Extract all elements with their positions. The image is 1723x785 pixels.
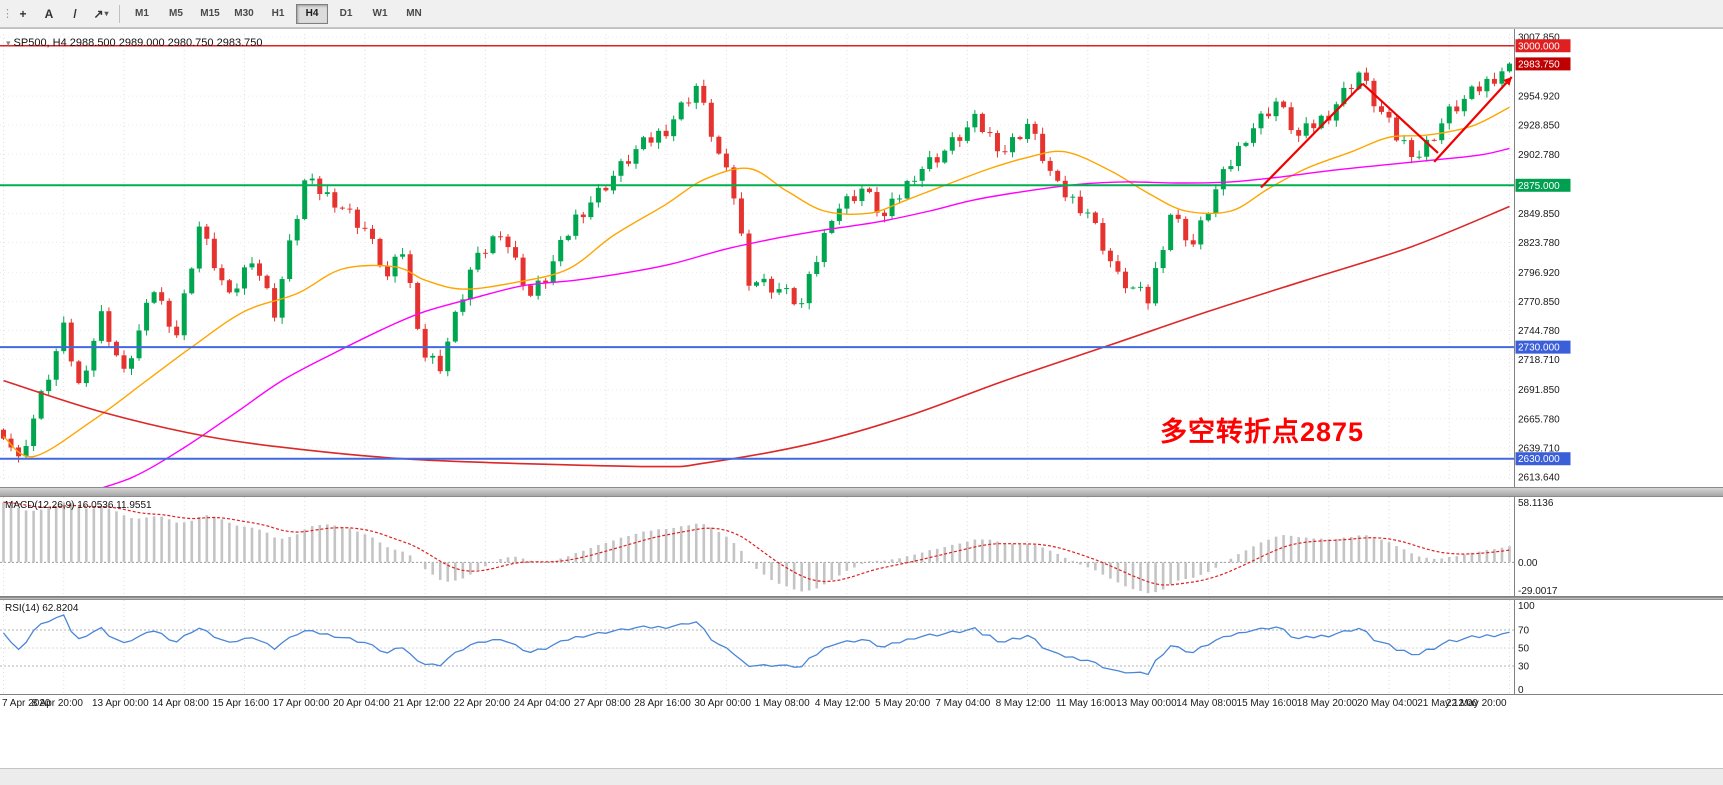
macd-panel-canvas[interactable]: 58.1136 0.00 -29.0017 — [0, 497, 1723, 597]
x-axis-label: 22 May 20:00 — [1446, 698, 1507, 709]
x-axis-label: 21 May 12:00 — [1417, 698, 1478, 709]
svg-text:2875.000: 2875.000 — [1518, 181, 1560, 192]
status-bar — [0, 768, 1723, 785]
x-axis-label: 15 May 16:00 — [1236, 698, 1298, 709]
svg-text:100: 100 — [1518, 601, 1535, 612]
ma-slow-line — [3, 205, 1510, 468]
svg-text:2954.920: 2954.920 — [1518, 92, 1560, 103]
x-axis-label: 20 Apr 04:00 — [332, 698, 390, 709]
x-axis-label: 11 May 16:00 — [1055, 698, 1116, 709]
rsi-panel-canvas[interactable]: 100 70 50 30 0 — [0, 600, 1723, 695]
timeframe-button-m15[interactable]: M15 — [200, 8, 220, 19]
x-axis-label: 18 May 20:00 — [1296, 698, 1358, 709]
timeframe-button-h4[interactable]: H4 — [296, 3, 328, 24]
x-axis-label: 21 Apr 12:00 — [393, 698, 450, 709]
x-axis-label: 27 Apr 08:00 — [573, 698, 631, 709]
x-axis-label: 8 May 12:00 — [995, 698, 1051, 709]
svg-text:2665.780: 2665.780 — [1518, 414, 1560, 425]
toolbar-drag-handle[interactable]: ⋮ — [2, 7, 13, 20]
timeframe-button-mn[interactable]: MN — [406, 8, 422, 19]
timeframe-button-w1[interactable]: W1 — [372, 8, 388, 19]
x-axis-label: 15 Apr 16:00 — [212, 698, 270, 709]
timeframe-button-m30[interactable]: M30 — [234, 8, 254, 19]
svg-text:2691.850: 2691.850 — [1518, 385, 1560, 396]
trendline[interactable] — [1260, 82, 1364, 189]
crosshair-tool-button[interactable]: + — [19, 6, 27, 21]
x-axis-label: 5 May 20:00 — [875, 698, 931, 709]
x-axis-label: 24 Apr 04:00 — [513, 698, 571, 709]
svg-text:30: 30 — [1518, 662, 1530, 673]
svg-text:2849.850: 2849.850 — [1518, 209, 1560, 220]
candles-layer — [1, 62, 1512, 463]
x-axis-label: 13 May 00:00 — [1116, 698, 1177, 709]
svg-text:2928.850: 2928.850 — [1518, 121, 1560, 132]
x-axis-label: 22 Apr 20:00 — [453, 698, 511, 709]
svg-text:2744.780: 2744.780 — [1518, 326, 1560, 337]
timeframe-button-m5[interactable]: M5 — [169, 8, 183, 19]
svg-text:2639.710: 2639.710 — [1518, 443, 1560, 454]
x-axis-label: 1 May 08:00 — [754, 698, 810, 709]
x-axis-label: 8 Apr 20:00 — [31, 698, 83, 709]
timeframe-button-m1[interactable]: M1 — [135, 8, 149, 19]
panel-splitter-rsi[interactable] — [0, 597, 1723, 600]
x-axis-label: 30 Apr 00:00 — [694, 698, 752, 709]
svg-text:2730.000: 2730.000 — [1518, 343, 1560, 354]
toolbar-separator — [119, 4, 120, 23]
svg-text:2796.920: 2796.920 — [1518, 268, 1560, 279]
macd-signal-line — [3, 501, 1510, 586]
chart-area: 3007.850 3000.000 2983.750 2954.920 2928.850… — [0, 28, 1723, 785]
x-axis-label: 4 May 12:00 — [814, 698, 870, 709]
arrow-tools-button[interactable]: ↗ ▾ — [89, 3, 113, 25]
macd-histogram — [2, 502, 1511, 593]
svg-text:3000.000: 3000.000 — [1518, 41, 1560, 52]
svg-text:-29.0017: -29.0017 — [1518, 586, 1558, 597]
svg-text:2718.710: 2718.710 — [1518, 355, 1560, 366]
toolbar: ⋮ + A / ↗ ▾ M1 M5 M15 M30 H1 H4 D1 W1 MN — [0, 0, 1723, 28]
x-axis-label: 7 May 04:00 — [935, 698, 991, 709]
line-tool-button[interactable]: / — [73, 6, 77, 21]
text-tool-button[interactable]: A — [44, 6, 54, 21]
svg-text:2983.750: 2983.750 — [1518, 59, 1560, 70]
svg-text:70: 70 — [1518, 626, 1530, 637]
svg-text:50: 50 — [1518, 644, 1530, 655]
svg-text:2613.640: 2613.640 — [1518, 473, 1560, 484]
trendline[interactable] — [1433, 76, 1513, 163]
trendline[interactable] — [1361, 82, 1439, 154]
timeframe-button-d1[interactable]: D1 — [339, 8, 353, 19]
x-axis-label: 7 Apr 2020 — [2, 698, 51, 709]
x-axis-label: 20 May 04:00 — [1357, 698, 1418, 709]
panel-splitter-macd[interactable] — [0, 487, 1723, 497]
trendline-arrow-icon: ↗ — [93, 6, 104, 21]
ma-mid-line — [102, 147, 1510, 487]
x-axis-label: 14 May 08:00 — [1176, 698, 1237, 709]
x-axis-label: 17 Apr 00:00 — [272, 698, 330, 709]
grid-layer — [0, 34, 1514, 480]
x-axis-label: 28 Apr 16:00 — [634, 698, 691, 709]
time-axis[interactable]: 7 Apr 2020 8 Apr 20:00 13 Apr 00:00 14 Apr … — [0, 695, 1723, 715]
svg-text:58.1136: 58.1136 — [1518, 498, 1554, 509]
bottom-area — [0, 715, 1723, 785]
x-axis-label: 13 Apr 00:00 — [91, 698, 149, 709]
svg-text:0: 0 — [1518, 685, 1524, 695]
timeframe-group: M1 M5 M15 M30 H1 H4 D1 W1 MN — [125, 3, 431, 24]
svg-text:0.00: 0.00 — [1518, 558, 1538, 569]
svg-text:2902.780: 2902.780 — [1518, 150, 1560, 161]
x-axis-label: 14 Apr 08:00 — [152, 698, 209, 709]
ma-fast-line — [3, 106, 1510, 458]
timeframe-button-h1[interactable]: H1 — [271, 8, 285, 19]
svg-text:2770.850: 2770.850 — [1518, 297, 1560, 308]
svg-text:3007.850: 3007.850 — [1518, 33, 1560, 44]
svg-text:2823.780: 2823.780 — [1518, 238, 1560, 249]
svg-text:2630.000: 2630.000 — [1518, 454, 1560, 465]
chevron-down-icon: ▾ — [104, 9, 109, 18]
trendline-arrowhead — [1503, 77, 1512, 86]
rsi-line — [2, 614, 1510, 676]
